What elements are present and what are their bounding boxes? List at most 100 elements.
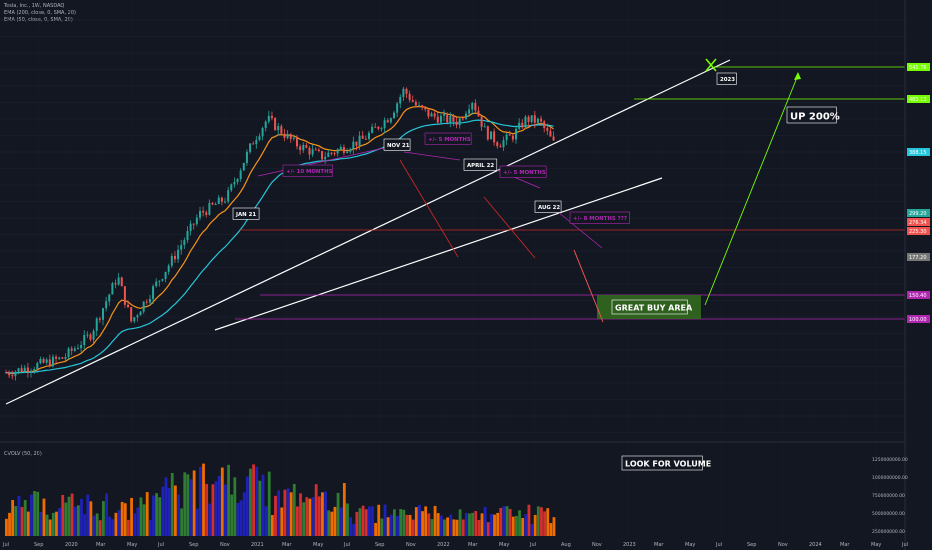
candle-body bbox=[120, 277, 123, 287]
candle-body bbox=[30, 370, 33, 373]
candle-body bbox=[489, 131, 492, 140]
x-axis-label: Mar bbox=[468, 542, 478, 548]
candle-body bbox=[546, 127, 549, 131]
candle-body bbox=[355, 141, 358, 146]
volume-bar bbox=[361, 505, 365, 536]
candle-body bbox=[499, 146, 502, 148]
annotation-label: 2023 bbox=[720, 77, 735, 83]
volume-bar bbox=[364, 509, 368, 536]
annotation-box bbox=[569, 211, 630, 224]
volume-bar bbox=[95, 513, 99, 536]
candle-body bbox=[358, 135, 361, 146]
x-axis-label: Jul bbox=[901, 542, 908, 548]
x-axis-label: Jul bbox=[715, 542, 722, 548]
candle-body bbox=[86, 334, 89, 336]
volume-bar bbox=[252, 464, 255, 536]
annotation-box bbox=[534, 200, 562, 213]
candle-body bbox=[130, 307, 133, 322]
candle-body bbox=[170, 255, 173, 266]
candle-body bbox=[364, 138, 367, 140]
volume-bar bbox=[346, 503, 349, 536]
volume-bar bbox=[173, 485, 177, 536]
volume-bar bbox=[411, 519, 415, 536]
candle-body bbox=[458, 118, 461, 126]
candle-body bbox=[468, 109, 471, 114]
candle-body bbox=[14, 371, 17, 377]
candle-body bbox=[414, 101, 417, 106]
trend-down-line-2 bbox=[483, 196, 536, 259]
volume-bar bbox=[224, 484, 227, 536]
candle-body bbox=[302, 144, 305, 151]
grid-lines bbox=[0, 19, 905, 433]
volume-bar bbox=[274, 495, 277, 536]
candle-body bbox=[192, 223, 195, 225]
volume-bar bbox=[255, 466, 259, 536]
volume-bar bbox=[521, 517, 525, 536]
volume-bar bbox=[414, 507, 418, 536]
candle-body bbox=[277, 126, 280, 131]
volume-bar bbox=[111, 519, 115, 536]
price-tag bbox=[907, 63, 930, 71]
candle-body bbox=[330, 152, 333, 154]
volume-bar bbox=[389, 514, 393, 536]
candle-body bbox=[205, 212, 208, 215]
candle-body bbox=[515, 128, 518, 140]
volume-bar bbox=[55, 511, 58, 536]
volume-bar bbox=[427, 513, 431, 536]
volume-bar bbox=[148, 519, 152, 536]
volume-bar bbox=[239, 500, 243, 536]
volume-bar bbox=[108, 516, 112, 536]
volume-bar bbox=[283, 489, 287, 536]
candle-body bbox=[511, 135, 514, 140]
candle-body bbox=[477, 110, 480, 117]
volume-bar bbox=[443, 519, 446, 536]
price-tag-label: 388.15 bbox=[909, 150, 927, 156]
volume-bar bbox=[418, 504, 421, 536]
volume-bar bbox=[433, 505, 437, 536]
volume-bar bbox=[123, 503, 127, 536]
candle-body bbox=[549, 130, 552, 137]
candle-body bbox=[480, 116, 483, 127]
candle-body bbox=[83, 334, 86, 346]
candle-body bbox=[274, 118, 277, 131]
volume-bar bbox=[518, 510, 521, 536]
volume-bar bbox=[183, 472, 187, 536]
x-axis-label: Sep bbox=[189, 542, 198, 548]
volume-bar bbox=[480, 513, 484, 536]
volume-bar bbox=[64, 502, 68, 536]
price-tag-label: 225.30 bbox=[909, 229, 927, 235]
annotation-box bbox=[232, 207, 260, 220]
volume-scale-label: 1250000000.00 bbox=[872, 457, 908, 463]
volume-bar bbox=[352, 523, 356, 536]
price-tag bbox=[907, 227, 930, 235]
candle-body bbox=[308, 147, 311, 155]
volume-bar bbox=[127, 520, 130, 536]
candle-body bbox=[455, 121, 458, 126]
annotation-box bbox=[424, 132, 472, 145]
volume-bar bbox=[186, 474, 190, 536]
candle-body bbox=[48, 359, 51, 367]
volume-bar bbox=[371, 506, 374, 536]
volume-bar bbox=[33, 491, 36, 536]
volume-bar bbox=[286, 488, 290, 536]
candle-body bbox=[521, 122, 524, 128]
volume-bar bbox=[461, 519, 465, 536]
candle-body bbox=[486, 126, 489, 140]
candle-body bbox=[114, 283, 117, 285]
volume-bar bbox=[258, 480, 262, 536]
candle-body bbox=[167, 265, 170, 272]
candle-body bbox=[117, 277, 120, 285]
candle-body bbox=[180, 244, 183, 250]
volume-bar bbox=[167, 488, 171, 536]
volume-bar bbox=[355, 511, 359, 536]
volume-bar bbox=[158, 497, 162, 536]
candle-body bbox=[352, 141, 355, 150]
candle-body bbox=[342, 147, 345, 153]
candle-body bbox=[233, 182, 236, 185]
volume-bar bbox=[489, 513, 493, 536]
volume-bar bbox=[211, 484, 215, 536]
candle-body bbox=[424, 107, 427, 110]
